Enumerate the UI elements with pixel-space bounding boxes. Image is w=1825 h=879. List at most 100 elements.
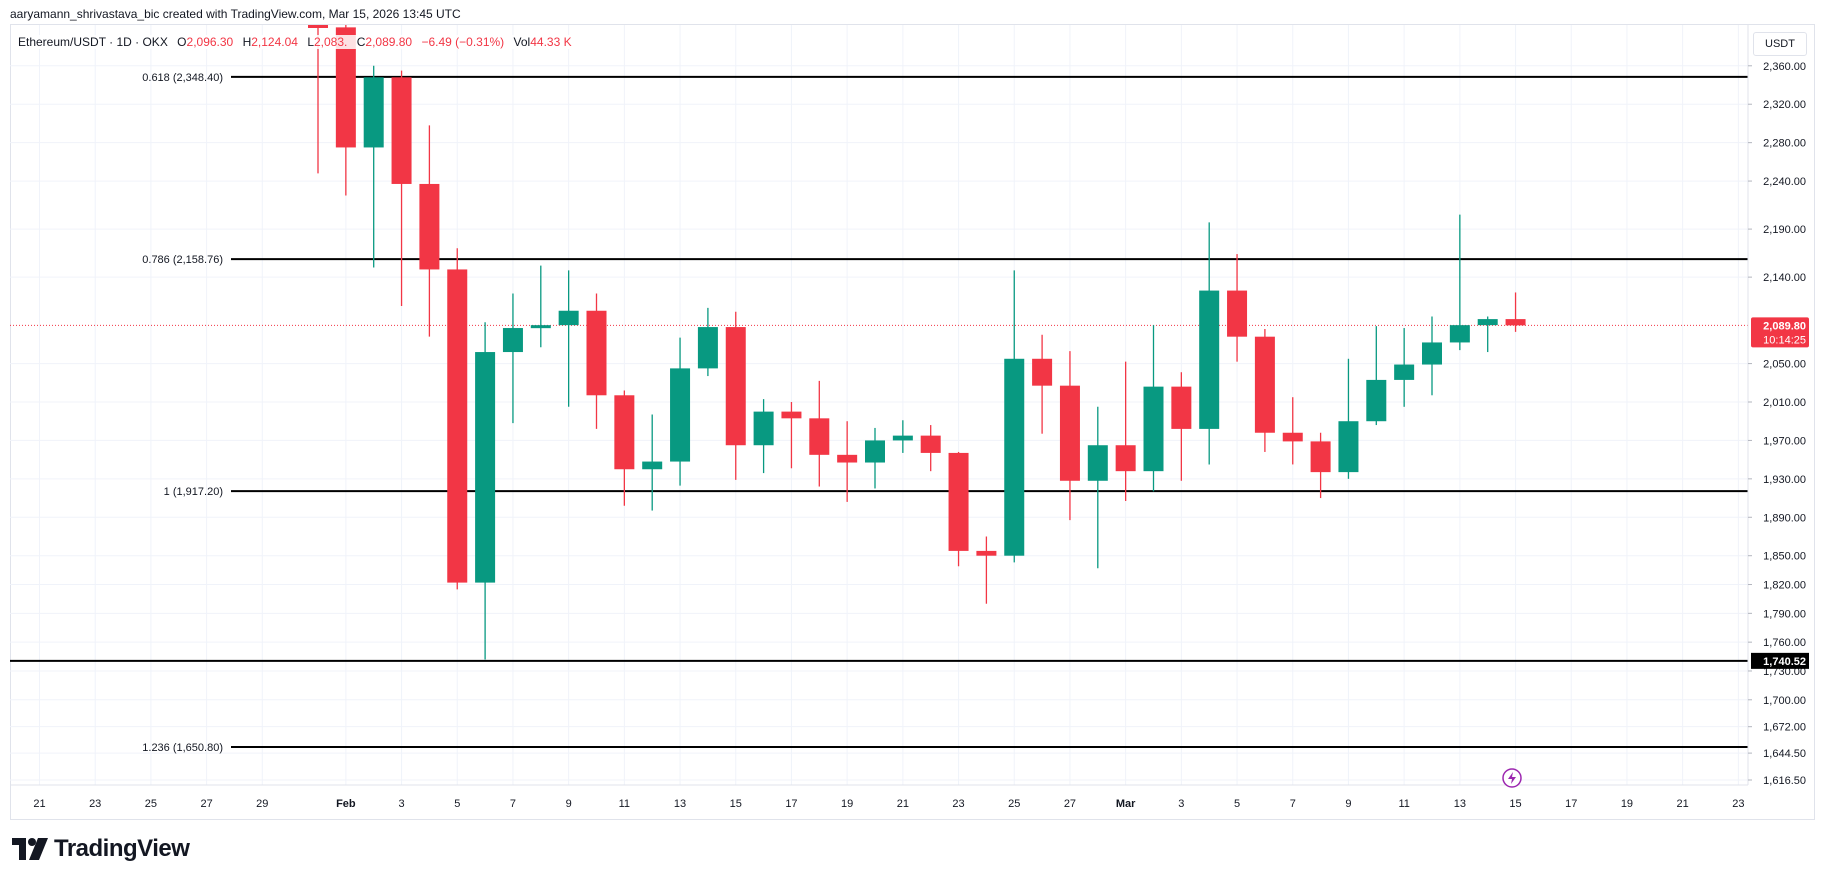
time-axis-label: 15	[1509, 798, 1521, 810]
candle	[1366, 326, 1387, 426]
grid-layer	[10, 25, 1748, 785]
legend-high-value: 2,124.04	[251, 35, 298, 49]
candle-body	[363, 77, 384, 148]
price-axis-label: 2,280.00	[1763, 138, 1806, 150]
candle	[1087, 406, 1108, 569]
price-axis-label: 1,700.00	[1763, 695, 1806, 707]
candle	[892, 420, 913, 453]
price-axis-label: 2,010.00	[1763, 397, 1806, 409]
legend-change: −6.49 (−0.31%)	[421, 35, 505, 49]
time-axis-label: 17	[785, 798, 797, 810]
time-axis-label: 23	[89, 798, 101, 810]
candle	[948, 451, 969, 567]
candle	[391, 70, 412, 306]
candle	[475, 322, 496, 660]
candle-body	[1115, 445, 1136, 472]
candle	[586, 293, 607, 429]
tradingview-brand-name: TradingView	[54, 835, 190, 862]
candle-body	[865, 440, 885, 463]
candle	[920, 425, 941, 472]
price-axis-label: 2,240.00	[1763, 176, 1806, 188]
candle	[614, 390, 635, 506]
candle-body	[837, 454, 858, 463]
support-price-tag	[1751, 652, 1809, 669]
candle	[1310, 432, 1331, 499]
candle	[1115, 361, 1136, 501]
legend-low-label: L	[307, 35, 314, 49]
lightning-icon[interactable]	[1502, 768, 1522, 788]
candles-layer	[308, 25, 1526, 660]
candle-body	[558, 310, 579, 326]
candle	[1254, 328, 1275, 452]
time-axis-label: 23	[1732, 798, 1744, 810]
time-axis-label: 11	[1398, 798, 1409, 810]
time-axis-label: 23	[952, 798, 964, 810]
candle-body	[1254, 336, 1275, 433]
time-axis-label: 7	[510, 798, 516, 810]
price-axis-label: 2,320.00	[1763, 99, 1806, 111]
candle-body	[335, 27, 356, 148]
legend-close-value: 2,089.80	[365, 35, 413, 49]
candle	[1227, 254, 1248, 362]
fib-level-label: 1.236 (1,650.80)	[142, 742, 223, 754]
candle	[1199, 222, 1220, 465]
candle-body	[447, 269, 468, 583]
fib-level-label: 0.786 (2,158.76)	[142, 254, 223, 266]
candle-body	[781, 411, 802, 419]
candle-body	[697, 327, 718, 369]
candle-body	[391, 77, 412, 184]
currency-button[interactable]: USDT	[1753, 32, 1807, 56]
time-axis-label: 15	[730, 798, 742, 810]
time-axis-label: 21	[1677, 798, 1689, 810]
candle-body	[670, 368, 691, 462]
time-axis-label: 25	[145, 798, 157, 810]
price-axis-label: 2,190.00	[1763, 224, 1806, 236]
legend-high-label: H	[242, 35, 252, 49]
candle	[642, 414, 663, 511]
price-axis-label: 1,970.00	[1763, 435, 1806, 447]
time-axis-label: 21	[897, 798, 909, 810]
fib-level-label: 0.618 (2,348.40)	[142, 72, 223, 84]
candle	[530, 265, 551, 348]
support-price-tag-label: 1,740.52	[1763, 656, 1806, 668]
fib-levels-layer: 0.618 (2,348.40) 0.786 (2,158.76) 1 (1,917…	[10, 72, 1748, 754]
candle	[1394, 328, 1415, 407]
legend-open-label: O	[177, 35, 187, 49]
tradingview-logo[interactable]: TradingView	[12, 835, 190, 863]
price-axis-label: 1,616.50	[1763, 775, 1806, 787]
time-axis-label: 5	[454, 798, 460, 810]
price-axis-label: 1,850.00	[1763, 551, 1806, 563]
legend-symbol[interactable]: Ethereum/USDT · 1D · OKX	[18, 35, 168, 49]
candle	[670, 337, 691, 486]
time-axis-label: 9	[1345, 798, 1351, 810]
chart-attribution: aaryamann_shrivastava_bic created with T…	[10, 7, 461, 21]
candle	[502, 293, 523, 424]
candle-body	[1505, 319, 1526, 326]
candlestick-chart[interactable]: 0.618 (2,348.40) 0.786 (2,158.76) 1 (1,917…	[0, 0, 1825, 820]
candle-body	[1449, 325, 1470, 343]
candle-body	[308, 25, 328, 28]
candle	[1143, 325, 1164, 492]
candle-body	[1171, 386, 1192, 429]
candle	[697, 307, 718, 377]
candle-body	[502, 328, 523, 353]
legend-open-value: 2,096.30	[186, 35, 234, 49]
legend-volume-label: Vol	[513, 35, 531, 49]
candle-body	[1338, 421, 1359, 473]
candle	[363, 65, 384, 268]
time-axis-label: 21	[33, 798, 45, 810]
candle-body	[1477, 319, 1498, 326]
candle	[1338, 358, 1359, 479]
time-axis-label: 11	[619, 798, 630, 810]
current-price-tag-label: 2,089.80	[1763, 320, 1806, 332]
time-axis-label: 13	[1454, 798, 1466, 810]
candle	[1422, 316, 1442, 396]
candle	[1282, 397, 1303, 465]
candle-body	[475, 352, 496, 583]
tradingview-logo-icon	[12, 838, 48, 860]
time-axis-label: 19	[1621, 798, 1633, 810]
candle	[335, 25, 356, 196]
candle-body	[948, 452, 969, 551]
candle-body	[725, 327, 746, 446]
candle-body	[892, 435, 913, 441]
